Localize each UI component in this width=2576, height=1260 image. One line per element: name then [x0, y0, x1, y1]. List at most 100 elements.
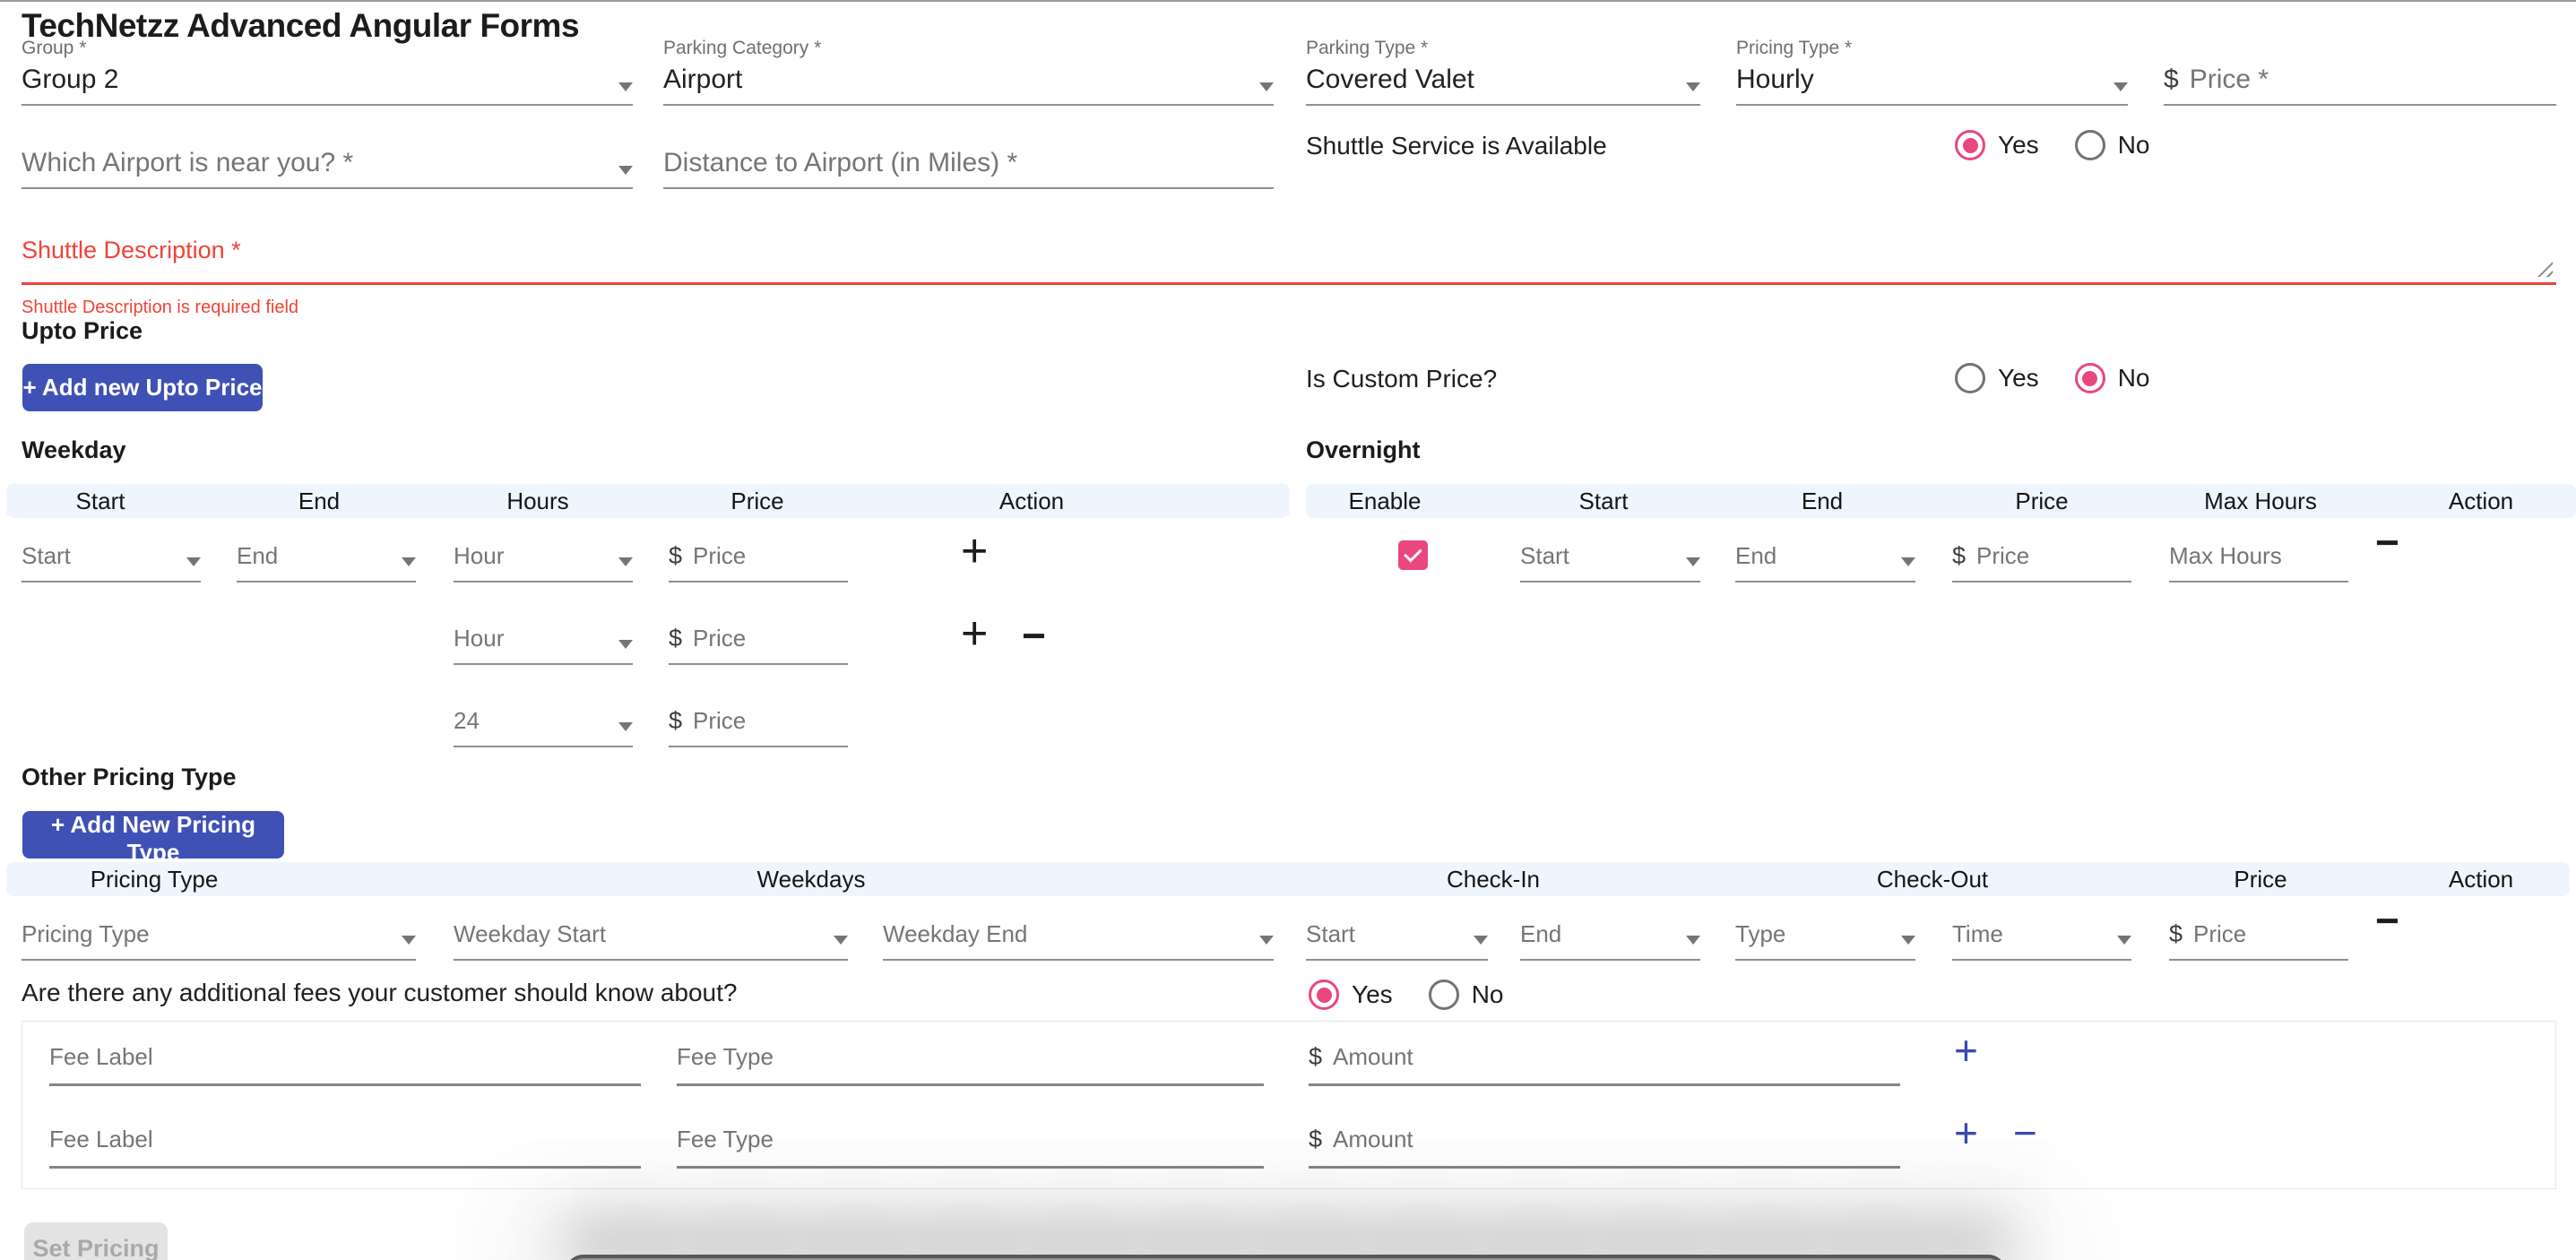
chevron-down-icon — [1259, 936, 1274, 945]
col-enable: Enable — [1348, 488, 1422, 514]
overnight-table-header: Enable Start End Price Max Hours Action — [1306, 484, 2576, 518]
distance-input[interactable] — [663, 148, 1274, 178]
group-field: Group * Group 2 — [22, 38, 633, 106]
radio-no-label: No — [2117, 364, 2150, 392]
upto-price-heading: Upto Price — [22, 317, 143, 344]
other-pricing-table-header: Pricing Type Weekdays Check-In Check-Out… — [6, 862, 2570, 896]
col-action: Action — [2448, 866, 2514, 893]
weekday-hour-select[interactable]: Hour — [454, 538, 633, 583]
select-placeholder: Weekday End — [883, 920, 1028, 947]
radio-yes[interactable] — [1309, 980, 1339, 1010]
shuttle-description-textarea[interactable]: Shuttle Description * — [22, 228, 2556, 285]
col-action: Action — [2448, 488, 2514, 514]
checkout-type-select[interactable]: Type — [1735, 916, 1915, 961]
remove-fee-icon[interactable]: − — [2013, 1109, 2037, 1156]
parking-type-field: Parking Type * Covered Valet — [1306, 38, 1700, 106]
parking-category-select[interactable]: Airport — [663, 65, 1274, 106]
radio-yes-label: Yes — [1998, 131, 2039, 159]
weekday-heading: Weekday — [22, 436, 126, 463]
weekday-price-input[interactable] — [693, 542, 848, 570]
overnight-start-select[interactable]: Start — [1520, 538, 1700, 583]
weekday-hour-select[interactable]: Hour — [454, 620, 633, 665]
select-placeholder: End — [1735, 542, 1777, 569]
chevron-down-icon — [402, 557, 416, 566]
remove-row-icon[interactable]: − — [2375, 519, 2399, 565]
chevron-down-icon — [834, 936, 848, 945]
add-row-icon[interactable]: + — [961, 525, 989, 577]
chevron-down-icon — [1686, 557, 1700, 566]
dollar-icon: $ — [1309, 1126, 1323, 1152]
chevron-down-icon — [618, 166, 633, 175]
chevron-down-icon — [1901, 936, 1915, 945]
other-price-input[interactable] — [2193, 920, 2348, 948]
shuttle-service-label: Shuttle Service is Available — [1306, 132, 1607, 160]
checkin-start-select[interactable]: Start — [1306, 916, 1488, 961]
other-pricing-heading: Other Pricing Type — [22, 764, 237, 790]
resize-grip-icon[interactable] — [2537, 262, 2553, 277]
set-pricing-button[interactable]: Set Pricing — [24, 1222, 168, 1260]
page-title: TechNetzz Advanced Angular Forms — [22, 7, 580, 44]
add-upto-price-button[interactable]: + Add new Upto Price — [22, 364, 263, 411]
radio-no[interactable] — [2074, 363, 2105, 393]
pricing-type-select[interactable]: Pricing Type — [22, 916, 416, 961]
checkout-time-select[interactable]: Time — [1952, 916, 2131, 961]
add-fee-icon[interactable]: + — [1954, 1109, 1978, 1156]
chevron-down-icon — [1686, 82, 1700, 91]
chevron-down-icon — [618, 82, 633, 91]
fee-amount-input[interactable] — [1333, 1126, 1900, 1153]
fee-label-input[interactable] — [49, 1043, 641, 1071]
col-hours: Hours — [506, 488, 569, 514]
weekday-hour-select[interactable]: 24 — [454, 703, 633, 747]
radio-yes[interactable] — [1955, 363, 1985, 393]
weekday-start-select[interactable]: Start — [22, 538, 201, 583]
pricing-type-label: Pricing Type * — [1736, 38, 1853, 58]
shuttle-description-error: Shuttle Description is required field — [22, 298, 299, 317]
add-pricing-type-button[interactable]: + Add New Pricing Type — [22, 811, 284, 866]
checkin-end-select[interactable]: End — [1520, 916, 1700, 961]
overnight-max-hours-input[interactable] — [2169, 542, 2348, 570]
group-label: Group * — [22, 38, 87, 58]
add-row-icon[interactable]: + — [961, 608, 989, 660]
overnight-enable-checkbox[interactable] — [1398, 540, 1428, 570]
bottom-dock-bar — [566, 1255, 2005, 1260]
dollar-icon: $ — [2164, 65, 2179, 94]
col-check-in: Check-In — [1446, 866, 1541, 893]
parking-type-select[interactable]: Covered Valet — [1306, 65, 1700, 106]
weekday-end-select[interactable]: End — [237, 538, 416, 583]
remove-row-icon[interactable]: − — [2375, 897, 2399, 944]
price-input[interactable] — [2189, 65, 2556, 95]
radio-yes-label: Yes — [1352, 980, 1393, 1008]
radio-no[interactable] — [1428, 980, 1459, 1010]
group-value: Group 2 — [22, 65, 119, 94]
overnight-end-select[interactable]: End — [1735, 538, 1915, 583]
pricing-type-select[interactable]: Hourly — [1736, 65, 2128, 106]
overnight-price-input[interactable] — [1976, 542, 2131, 570]
radio-yes[interactable] — [1955, 130, 1985, 160]
col-check-out: Check-Out — [1876, 866, 1989, 893]
chevron-down-icon — [618, 557, 633, 566]
fee-amount-wrap: $ — [1309, 1034, 1900, 1086]
dollar-icon: $ — [669, 707, 683, 734]
pricing-type-value: Hourly — [1736, 65, 1814, 94]
overnight-heading: Overnight — [1306, 436, 1421, 463]
select-placeholder: Start — [1520, 542, 1569, 569]
fee-type-input[interactable] — [677, 1126, 1264, 1153]
weekday-start-select[interactable]: Weekday Start — [454, 916, 848, 961]
col-end: End — [298, 488, 341, 514]
fee-type-input[interactable] — [677, 1043, 1264, 1071]
col-pricing-type: Pricing Type — [90, 866, 219, 893]
additional-fees-radio-group: Yes No — [1309, 980, 1526, 1010]
fee-amount-input[interactable] — [1333, 1043, 1900, 1071]
remove-row-icon[interactable]: − — [1022, 612, 1046, 659]
price-input-wrap: $ — [2164, 65, 2556, 106]
fee-label-input[interactable] — [49, 1126, 641, 1153]
weekday-price-input[interactable] — [693, 707, 848, 735]
add-fee-icon[interactable]: + — [1954, 1027, 1978, 1074]
group-select[interactable]: Group 2 — [22, 65, 633, 106]
weekday-price-input[interactable] — [693, 625, 848, 652]
radio-no[interactable] — [2074, 130, 2105, 160]
weekday-price-wrap: $ — [669, 620, 848, 665]
select-placeholder: Time — [1952, 920, 2003, 947]
airport-select[interactable]: Which Airport is near you? * — [22, 148, 633, 189]
weekday-end-select[interactable]: Weekday End — [883, 916, 1274, 961]
